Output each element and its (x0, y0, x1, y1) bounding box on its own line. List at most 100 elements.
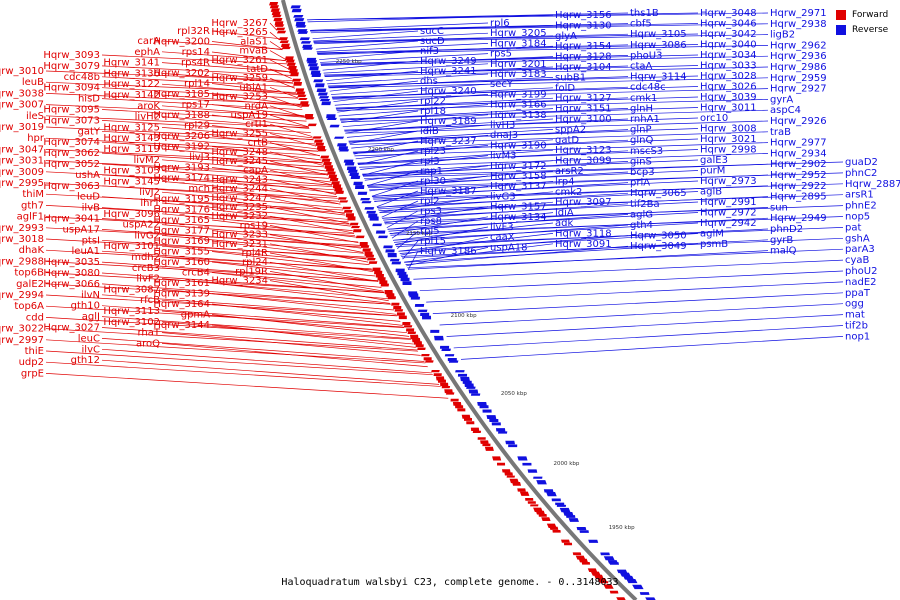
connector-line (45, 126, 314, 140)
connector-line (211, 72, 294, 84)
scale-label: 1950 kbp (609, 525, 635, 531)
forward-feature (549, 526, 559, 530)
reverse-feature (556, 504, 567, 507)
gene-label: Hqrw_3128 (555, 52, 612, 63)
gene-label: dhs (420, 76, 438, 87)
gene-label: rpl22 (420, 96, 446, 107)
gene-label: ptsI (82, 235, 100, 246)
forward-feature (300, 104, 310, 107)
gene-label: lhr1 (140, 198, 160, 209)
forward-feature (332, 184, 342, 189)
gene-label: Hqrw_3096 (103, 209, 160, 220)
gene-label: bcp3 (630, 167, 655, 178)
gene-label: ctaA (630, 61, 653, 72)
gene-label: Hqrw_3033 (700, 61, 757, 72)
connector-line (45, 171, 333, 187)
connector-line (161, 202, 348, 220)
connector-line (320, 53, 489, 63)
gene-label: leuC (78, 333, 100, 344)
gene-label: Hqrw_3136 (103, 68, 160, 79)
forward-feature (366, 258, 376, 261)
reverse-feature (645, 597, 656, 600)
connector-line (332, 88, 769, 100)
reverse-feature (626, 579, 638, 584)
connector-line (313, 34, 769, 43)
gene-label: arsR1 (845, 190, 874, 201)
connector-line (341, 110, 419, 124)
gene-label: rps19 (240, 220, 268, 231)
reverse-feature (409, 293, 419, 298)
reverse-feature (447, 357, 457, 362)
forward-feature (527, 501, 536, 504)
reverse-feature (294, 18, 305, 22)
forward-feature (415, 344, 424, 348)
connector-line (45, 137, 319, 152)
gene-label: rpl3 (420, 156, 440, 167)
connector-line (45, 294, 398, 317)
gene-label: dhaK (19, 245, 45, 256)
forward-feature (450, 398, 459, 402)
forward-feature (463, 418, 473, 421)
forward-feature (616, 597, 626, 600)
reverse-feature (497, 431, 508, 434)
gene-label: cdc48b (64, 72, 100, 83)
reverse-feature (616, 569, 628, 574)
forward-feature (384, 290, 393, 295)
label-connector-lines (45, 12, 844, 399)
gene-label: hisD (78, 94, 100, 105)
reverse-feature (505, 440, 515, 445)
forward-feature (293, 82, 303, 86)
gene-label: phnD2 (770, 224, 803, 235)
connector-line (101, 130, 316, 145)
forward-feature (279, 40, 289, 43)
gene-label: Hqrw_3156 (555, 10, 612, 21)
gene-label: Hqrw_3008 (700, 124, 757, 135)
gene-label: rpl6 (490, 18, 510, 29)
gene-label: gatY (77, 126, 100, 137)
reverse-feature (489, 419, 499, 422)
connector-line (45, 227, 360, 246)
gene-label: Hqrw_3125 (103, 122, 160, 133)
gene-label: gth7 (21, 200, 44, 211)
forward-feature (597, 578, 608, 583)
reverse-feature (387, 253, 397, 258)
connector-line (392, 222, 699, 241)
reverse-feature (360, 197, 371, 201)
connector-line (211, 135, 318, 150)
forward-feature (492, 456, 502, 461)
connector-line (45, 249, 372, 270)
connector-line (362, 159, 699, 175)
connector-line (161, 127, 314, 141)
reverse-feature (460, 376, 470, 382)
connector-line (327, 75, 699, 87)
gene-label: Hqrw_3079 (43, 61, 100, 72)
gene-label: Hqrw_3095 (43, 105, 100, 116)
gene-label: aglM (700, 229, 724, 240)
gene-label: rhaT (137, 328, 160, 339)
connector-line (345, 120, 769, 134)
connector-line (439, 303, 844, 326)
gene-label: Hqrw_3086 (630, 40, 687, 51)
gene-label: Hqrw_3151 (555, 104, 612, 115)
gene-label: Hqrw_3192 (153, 142, 210, 153)
gene-label: crcB4 (182, 268, 210, 279)
connector-line (101, 338, 425, 362)
gene-label: livH3 (490, 120, 515, 131)
forward-feature (402, 322, 411, 326)
connector-line (211, 261, 379, 282)
forward-feature (298, 98, 308, 101)
forward-feature (345, 213, 355, 218)
reverse-feature (299, 37, 310, 41)
forward-feature (403, 325, 413, 328)
gene-label: tif2b (845, 321, 868, 332)
gene-label: rps17 (182, 100, 210, 111)
gene-label: subB1 (555, 72, 586, 83)
forward-feature (394, 309, 404, 312)
connector-line (384, 206, 489, 224)
connector-line (101, 305, 404, 328)
gene-label: ushA (75, 170, 100, 181)
reverse-feature (421, 315, 432, 320)
gene-label: glnQ (630, 135, 653, 146)
reverse-feature (290, 5, 301, 9)
connector-line (161, 62, 290, 73)
